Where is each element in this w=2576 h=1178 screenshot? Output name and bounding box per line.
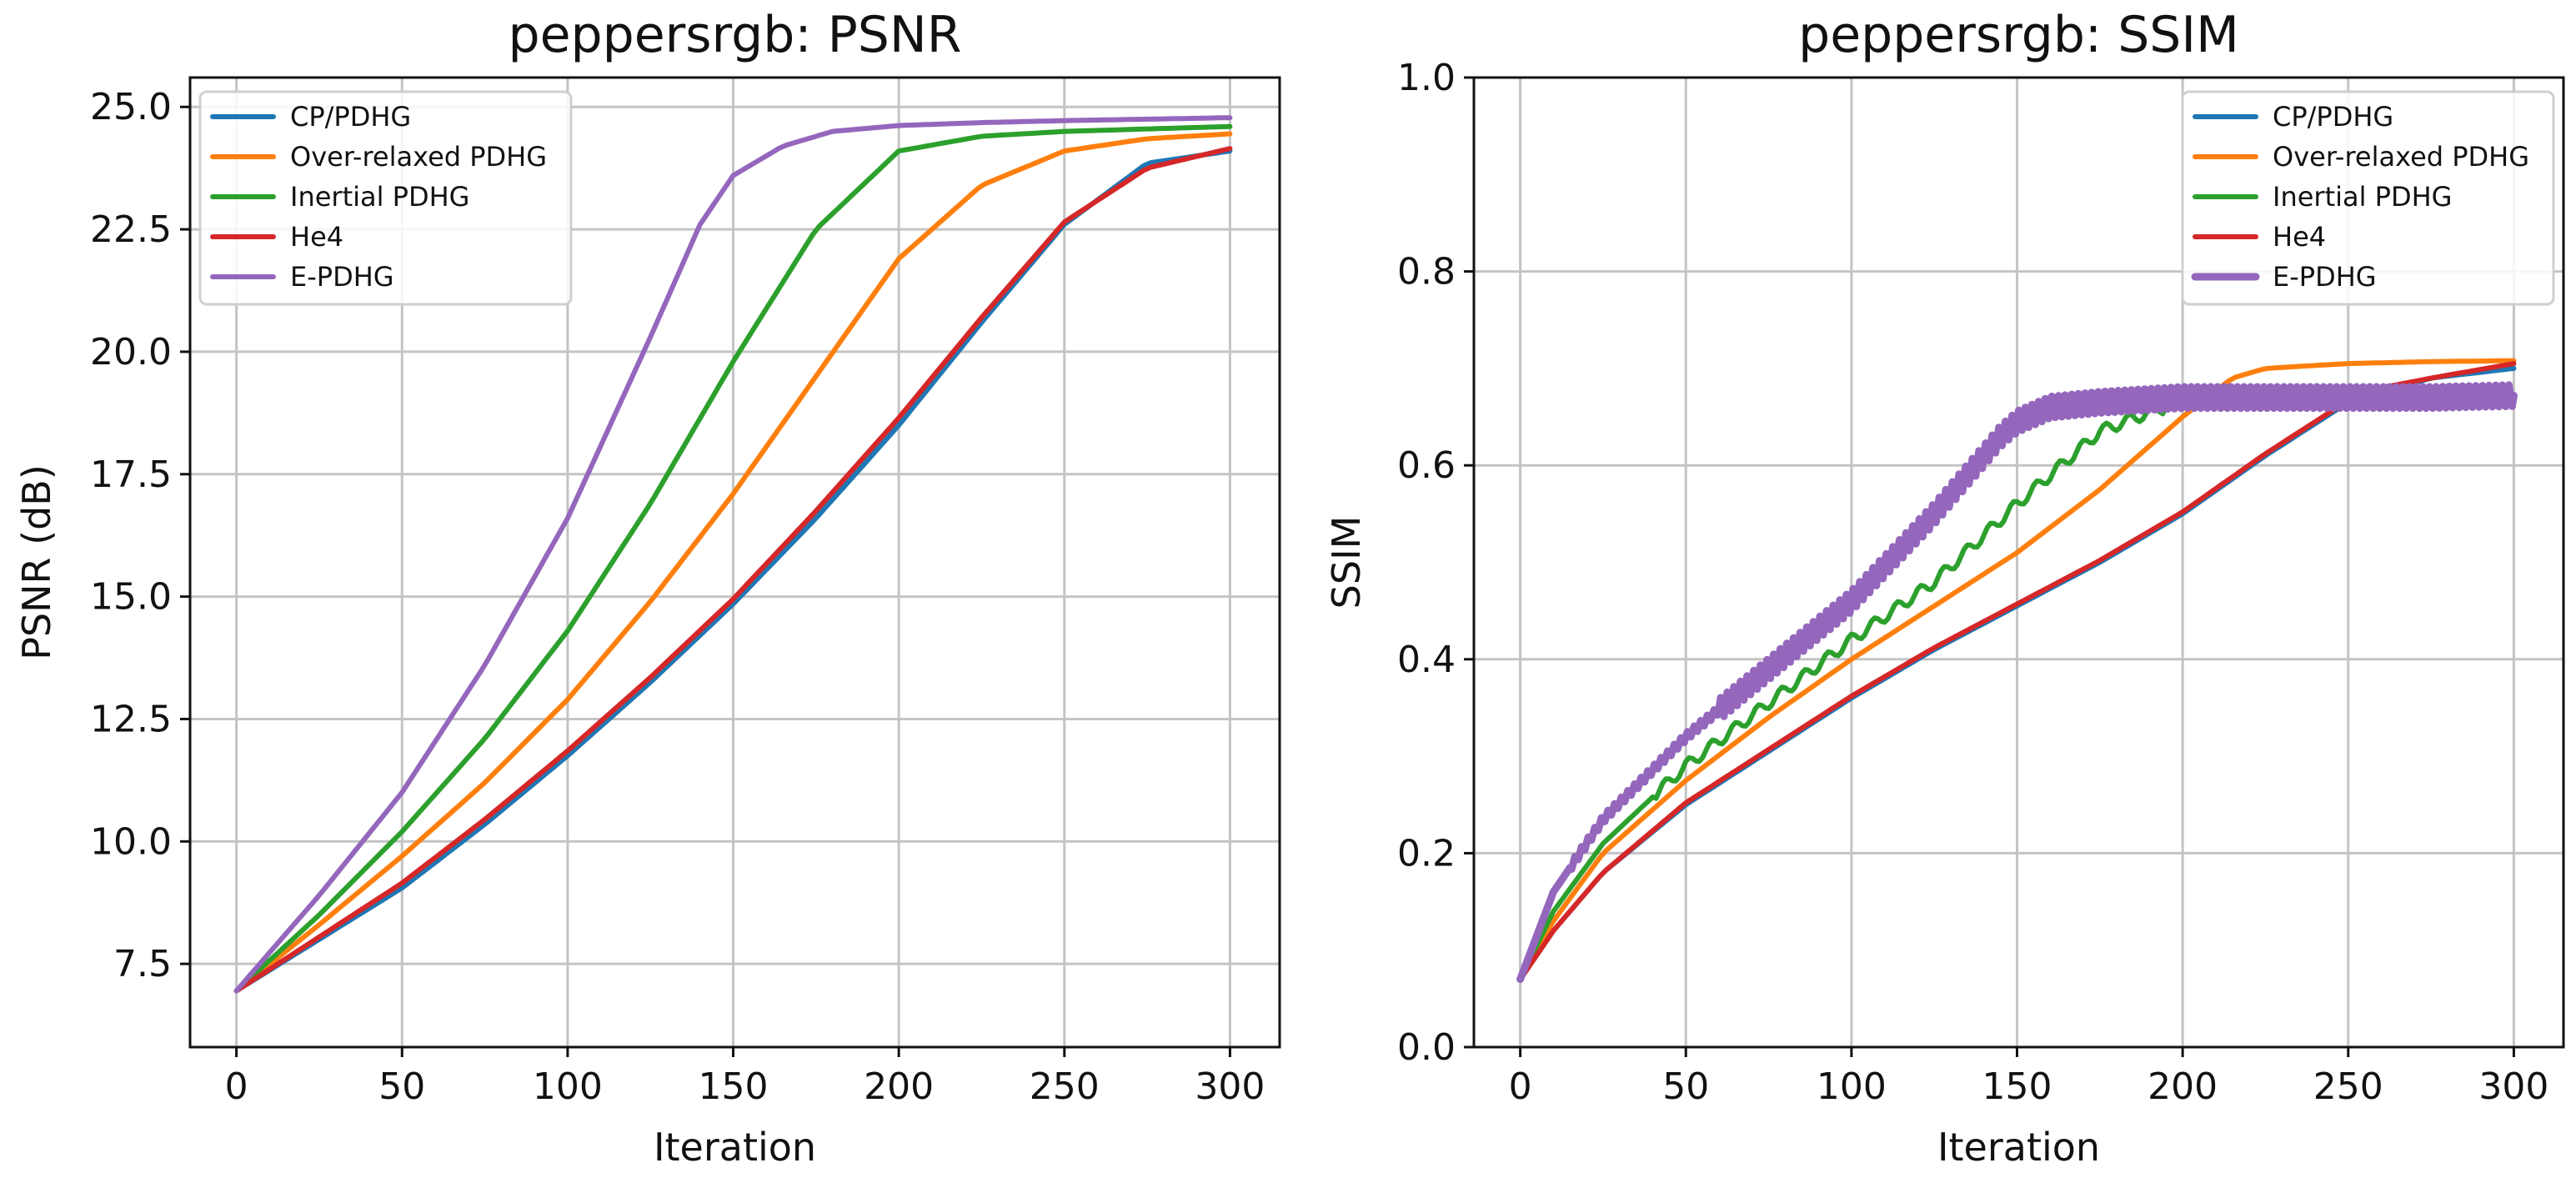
ssim-x-axis-label: Iteration	[1937, 1125, 2100, 1170]
psnr-legend-label-cp-pdhg: CP/PDHG	[290, 101, 411, 133]
ssim-legend-label-cp-pdhg: CP/PDHG	[2273, 101, 2393, 133]
psnr-series-group	[233, 115, 1233, 994]
psnr-ytick-label: 25.0	[90, 86, 172, 128]
psnr-axes-frame	[188, 76, 1281, 1049]
psnr-chart-title: peppersrgb: PSNR	[509, 6, 962, 64]
ssim-legend-label-over-relaxed-pdhg: Over-relaxed PDHG	[2273, 141, 2529, 173]
psnr-series-over-relaxed-pdhg	[233, 131, 1233, 994]
ssim-chart-title: peppersrgb: SSIM	[1798, 6, 2239, 64]
ssim-legend-box	[2181, 90, 2555, 306]
psnr-ytick-label: 10.0	[90, 820, 172, 863]
ssim-ytick-label: 0.0	[1397, 1026, 1456, 1069]
psnr-xtick-label: 250	[1030, 1065, 1100, 1108]
ssim-xtick-label: 150	[1982, 1065, 2052, 1108]
psnr-ytick-label: 17.5	[90, 454, 172, 496]
ssim-series-group	[1516, 358, 2518, 984]
psnr-ytick-label: 20.0	[90, 331, 172, 373]
psnr-xtick-label: 200	[864, 1065, 934, 1108]
ssim-ytick-label: 0.4	[1397, 639, 1456, 681]
ssim-legend-label-inertial-pdhg: Inertial PDHG	[2273, 181, 2452, 213]
ssim-xtick-label: 100	[1817, 1065, 1887, 1108]
psnr-legend: CP/PDHG Over-relaxed PDHG Inertial PDHG He4…	[198, 90, 573, 306]
psnr-ytick-label: 22.5	[90, 208, 172, 251]
ssim-ytick-label: 0.8	[1397, 251, 1456, 293]
psnr-xtick-label: 300	[1195, 1065, 1265, 1108]
psnr-xtick-label: 50	[378, 1065, 425, 1108]
psnr-y-axis-label: PSNR (dB)	[14, 464, 59, 660]
psnr-series-inertial-pdhg	[233, 123, 1233, 994]
ssim-series-over-relaxed-pdhg	[1517, 358, 2517, 982]
ssim-series-e-pdhg	[1516, 381, 2518, 984]
psnr-ytick-label: 12.5	[90, 698, 172, 740]
ssim-axes-frame	[1472, 76, 2565, 1049]
psnr-ytick-label: 15.0	[90, 576, 172, 619]
ssim-ytick-label: 0.6	[1397, 444, 1456, 487]
ssim-ytick-label: 0.2	[1397, 832, 1456, 875]
ssim-panel: 0 50 100 150 200 250 300 0.0 0.2 0.4 0.6 0.8 1.0 pepp…	[1324, 6, 2565, 1170]
ssim-legend-label-e-pdhg: E-PDHG	[2273, 261, 2377, 293]
psnr-legend-label-he4: He4	[290, 221, 343, 253]
ssim-xtick-label: 300	[2478, 1065, 2548, 1108]
psnr-legend-box	[198, 90, 573, 306]
psnr-series-he4	[233, 146, 1233, 994]
ssim-xtick-label: 250	[2313, 1065, 2383, 1108]
ssim-ytick-label: 1.0	[1397, 57, 1456, 99]
psnr-x-axis-label: Iteration	[654, 1125, 816, 1170]
psnr-xtick-label: 0	[225, 1065, 248, 1108]
psnr-ytick-label: 7.5	[113, 943, 172, 985]
psnr-legend-label-over-relaxed-pdhg: Over-relaxed PDHG	[290, 141, 547, 173]
ssim-xtick-label: 200	[2148, 1065, 2218, 1108]
ssim-xtick-label: 50	[1662, 1065, 1709, 1108]
psnr-legend-label-inertial-pdhg: Inertial PDHG	[290, 181, 469, 213]
psnr-panel: 0 50 100 150 200 250 300 7.5 10.0 12.5 15.0 17.5 20.…	[14, 6, 1281, 1170]
psnr-legend-label-e-pdhg: E-PDHG	[290, 261, 394, 293]
ssim-y-axis-label: SSIM	[1324, 516, 1369, 609]
ssim-legend: CP/PDHG Over-relaxed PDHG Inertial PDHG He4…	[2181, 90, 2555, 306]
ssim-xtick-label: 0	[1509, 1065, 1532, 1108]
ssim-legend-label-he4: He4	[2273, 221, 2326, 253]
psnr-series-e-pdhg	[233, 115, 1233, 994]
psnr-xtick-label: 100	[533, 1065, 603, 1108]
psnr-xtick-label: 150	[699, 1065, 769, 1108]
psnr-grid	[190, 78, 1280, 1047]
